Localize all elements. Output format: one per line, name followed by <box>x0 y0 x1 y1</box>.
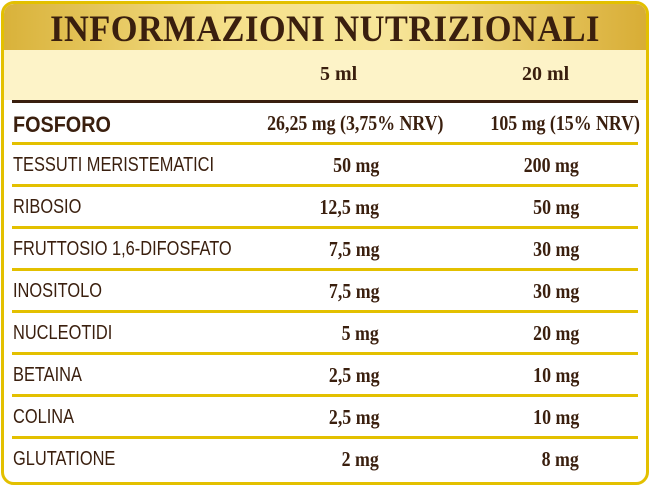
title-band: INFORMAZIONI NUTRIZIONALI <box>4 4 646 50</box>
row-divider <box>12 226 638 229</box>
row-label: FRUTTOSIO 1,6-DIFOSFATO <box>13 238 232 260</box>
value-20ml: 8 mg <box>541 447 579 471</box>
value-20ml: 30 mg <box>532 237 579 261</box>
value-5ml: 2,5 mg <box>328 405 379 429</box>
row-label: NUCLEOTIDI <box>13 322 113 344</box>
value-20ml: 10 mg <box>532 363 579 387</box>
table-row: GLUTATIONE 2 mg 8 mg <box>4 439 646 481</box>
table-row: TESSUTI MERISTEMATICI 50 mg 200 mg <box>4 145 646 187</box>
table-row: INOSITOLO 7,5 mg 30 mg <box>4 271 646 313</box>
value-5ml: 7,5 mg <box>328 279 379 303</box>
value-20ml: 105 mg (15% NRV) <box>490 111 640 135</box>
value-5ml: 50 mg <box>332 153 379 177</box>
column-header-row: 5 ml 20 ml <box>4 50 646 100</box>
header-divider <box>12 100 638 103</box>
table-row: FRUTTOSIO 1,6-DIFOSFATO 7,5 mg 30 mg <box>4 229 646 271</box>
value-20ml: 200 mg <box>523 153 579 177</box>
table-row: NUCLEOTIDI 5 mg 20 mg <box>4 313 646 355</box>
row-divider <box>12 268 638 271</box>
row-divider <box>12 436 638 439</box>
value-20ml: 50 mg <box>532 195 579 219</box>
row-label: INOSITOLO <box>13 280 103 302</box>
value-20ml: 30 mg <box>532 279 579 303</box>
value-5ml: 7,5 mg <box>328 237 379 261</box>
value-20ml: 10 mg <box>532 405 579 429</box>
table-row: RIBOSIO 12,5 mg 50 mg <box>4 187 646 229</box>
row-divider <box>12 142 638 145</box>
row-label: GLUTATIONE <box>13 448 116 470</box>
value-5ml: 26,25 mg (3,75% NRV) <box>266 111 443 135</box>
row-label: COLINA <box>13 406 75 428</box>
row-divider <box>12 184 638 187</box>
column-header-20ml: 20 ml <box>522 63 570 85</box>
value-5ml: 2,5 mg <box>328 363 379 387</box>
row-label: BETAINA <box>13 364 82 386</box>
value-5ml: 5 mg <box>341 321 379 345</box>
table-title: INFORMAZIONI NUTRIZIONALI <box>50 9 600 50</box>
table-row: BETAINA 2,5 mg 10 mg <box>4 355 646 397</box>
nutrition-table: INFORMAZIONI NUTRIZIONALI 5 ml 20 ml FOS… <box>1 1 649 485</box>
table-row: COLINA 2,5 mg 10 mg <box>4 397 646 439</box>
value-5ml: 12,5 mg <box>319 195 380 219</box>
value-5ml: 2 mg <box>341 447 379 471</box>
row-label: TESSUTI MERISTEMATICI <box>13 154 215 176</box>
row-divider <box>12 394 638 397</box>
value-20ml: 20 mg <box>532 321 579 345</box>
row-label: FOSFORO <box>13 112 111 137</box>
column-header-5ml: 5 ml <box>320 63 358 85</box>
row-label: RIBOSIO <box>13 196 82 218</box>
table-row-fosforo: FOSFORO 26,25 mg (3,75% NRV) 105 mg (15%… <box>4 103 646 145</box>
row-divider <box>12 310 638 313</box>
row-divider <box>12 352 638 355</box>
